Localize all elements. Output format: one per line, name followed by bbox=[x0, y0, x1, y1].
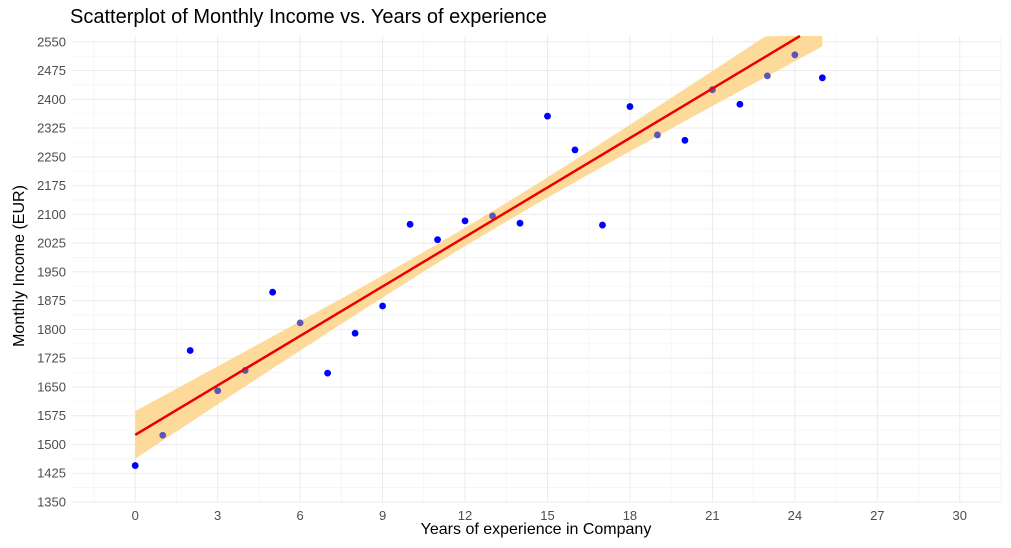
data-point bbox=[406, 220, 414, 228]
x-tick-label: 12 bbox=[458, 508, 472, 523]
y-tick-label: 2100 bbox=[37, 207, 66, 222]
data-point bbox=[763, 72, 771, 80]
confidence-band bbox=[135, 36, 823, 459]
data-point bbox=[269, 288, 277, 296]
y-tick-label: 1650 bbox=[37, 379, 66, 394]
data-point bbox=[791, 51, 799, 59]
y-tick-label: 2250 bbox=[37, 149, 66, 164]
data-point bbox=[214, 387, 222, 395]
x-tick-label: 27 bbox=[870, 508, 884, 523]
data-point bbox=[516, 219, 524, 227]
x-tick-label: 9 bbox=[379, 508, 386, 523]
data-point bbox=[159, 431, 167, 439]
data-point bbox=[571, 146, 579, 154]
data-point bbox=[324, 369, 332, 377]
y-tick-label: 2325 bbox=[37, 121, 66, 136]
chart-title: Scatterplot of Monthly Income vs. Years … bbox=[70, 6, 547, 28]
y-tick-label: 2550 bbox=[37, 34, 66, 49]
y-tick-label: 2400 bbox=[37, 92, 66, 107]
grid-major bbox=[72, 36, 1001, 503]
x-tick-label: 15 bbox=[540, 508, 554, 523]
y-tick-label: 1875 bbox=[37, 293, 66, 308]
data-point bbox=[351, 329, 359, 337]
y-axis-title: Monthly Income (EUR) bbox=[11, 185, 28, 347]
x-tick-label: 18 bbox=[623, 508, 637, 523]
data-point bbox=[626, 103, 634, 110]
x-tick-label: 21 bbox=[705, 508, 719, 523]
data-point bbox=[489, 212, 496, 220]
x-tick-label: 30 bbox=[953, 508, 967, 523]
data-point bbox=[296, 319, 304, 327]
x-tick-labels: 0 3 6 9 12 15 18 21 24 27 30 bbox=[132, 508, 967, 523]
x-tick-label: 3 bbox=[214, 508, 221, 523]
y-tick-label: 1950 bbox=[37, 264, 66, 279]
data-point bbox=[818, 74, 826, 82]
grid-minor bbox=[72, 36, 1002, 502]
y-tick-label: 1350 bbox=[37, 495, 66, 510]
data-point bbox=[434, 236, 441, 244]
y-tick-label: 1575 bbox=[37, 408, 66, 423]
y-tick-label: 2475 bbox=[37, 63, 66, 78]
data-point bbox=[131, 462, 139, 469]
x-axis-title: Years of experience in Company bbox=[421, 521, 652, 538]
y-tick-labels: 1350 1425 1500 1575 1650 1725 1800 1875 1950 2025… bbox=[37, 34, 66, 509]
data-point bbox=[461, 217, 469, 225]
y-tick-label: 1800 bbox=[37, 322, 66, 337]
y-tick-label: 2175 bbox=[37, 178, 66, 193]
data-point bbox=[599, 221, 606, 229]
x-tick-label: 0 bbox=[132, 508, 139, 523]
y-tick-label: 1725 bbox=[37, 351, 66, 366]
y-tick-label: 1425 bbox=[37, 466, 66, 481]
data-point bbox=[736, 100, 744, 108]
x-tick-label: 24 bbox=[788, 508, 802, 523]
data-point bbox=[654, 131, 661, 139]
trend-line bbox=[134, 34, 801, 436]
data-points bbox=[131, 51, 826, 469]
data-point bbox=[186, 347, 194, 354]
y-tick-label: 2025 bbox=[37, 236, 66, 251]
data-point bbox=[681, 136, 689, 144]
data-point bbox=[544, 112, 551, 120]
x-tick-label: 6 bbox=[297, 508, 304, 523]
y-tick-label: 1500 bbox=[37, 437, 66, 452]
data-point bbox=[379, 302, 386, 310]
